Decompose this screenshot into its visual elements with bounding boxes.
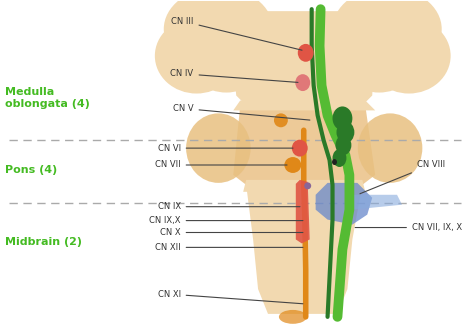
Text: CN VIII: CN VIII [360, 160, 445, 194]
Ellipse shape [333, 149, 346, 167]
Ellipse shape [333, 0, 442, 71]
Text: CN IV: CN IV [171, 69, 298, 82]
Ellipse shape [164, 0, 273, 71]
Ellipse shape [333, 107, 352, 130]
Text: Midbrain (2): Midbrain (2) [5, 237, 82, 247]
Ellipse shape [279, 310, 307, 324]
Text: CN III: CN III [171, 16, 302, 50]
Ellipse shape [337, 121, 355, 143]
Ellipse shape [341, 29, 417, 92]
Ellipse shape [336, 135, 351, 155]
Polygon shape [316, 183, 372, 224]
Ellipse shape [304, 182, 311, 189]
Ellipse shape [367, 18, 451, 93]
Ellipse shape [274, 114, 288, 127]
Ellipse shape [292, 140, 308, 156]
Text: CN V: CN V [173, 104, 310, 120]
Polygon shape [233, 100, 375, 111]
Text: Pons (4): Pons (4) [5, 165, 57, 175]
Text: CN IX: CN IX [157, 202, 300, 211]
Ellipse shape [332, 159, 337, 165]
Ellipse shape [186, 114, 251, 183]
Ellipse shape [295, 74, 310, 91]
Text: CN IX,X: CN IX,X [149, 216, 303, 225]
Ellipse shape [298, 44, 314, 62]
Text: CN VII, IX, X: CN VII, IX, X [355, 223, 462, 232]
Polygon shape [243, 180, 365, 192]
Polygon shape [246, 185, 362, 314]
Polygon shape [296, 180, 310, 244]
Text: CN XI: CN XI [157, 289, 303, 304]
Text: CN XII: CN XII [155, 243, 303, 252]
Text: CN VI: CN VI [157, 144, 293, 153]
Polygon shape [233, 106, 375, 185]
Text: Medulla
oblongata (4): Medulla oblongata (4) [5, 87, 90, 109]
Polygon shape [228, 11, 377, 106]
Text: CN VII: CN VII [155, 160, 287, 170]
Ellipse shape [284, 157, 301, 173]
Polygon shape [352, 195, 402, 210]
Ellipse shape [189, 29, 264, 92]
Ellipse shape [358, 114, 422, 183]
Text: CN X: CN X [160, 228, 303, 237]
Ellipse shape [155, 18, 238, 93]
